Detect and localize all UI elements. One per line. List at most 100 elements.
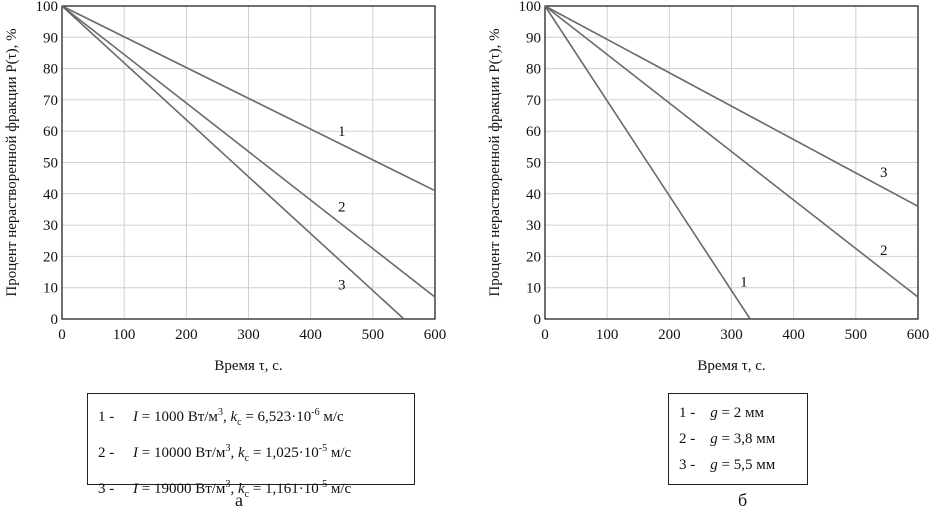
x-tick-label: 0: [58, 327, 66, 343]
y-axis-label: Процент нерастворенной фракции P(τ), %: [487, 28, 503, 296]
series-line-2: [544, 5, 919, 298]
series-line-3: [544, 5, 919, 208]
legend-intensity: = 19000 Вт/м: [138, 481, 226, 497]
y-tick-label: 40: [526, 187, 541, 203]
legend-symbol-i: I: [133, 409, 138, 425]
legend-exp: -6: [311, 407, 320, 418]
legend-symbol-k: , k: [222, 409, 238, 425]
y-tick-label: 10: [526, 281, 541, 297]
legend-sup: 3: [225, 443, 231, 454]
x-tick-label: 200: [175, 327, 198, 343]
legend-symbol-g: g: [710, 457, 718, 473]
legend-row: 2 - I = 10000 Вт/м3, kc = 1,025·10-5 м/с: [98, 436, 404, 472]
legend-row: 1 - I = 1000 Вт/м3, kc = 6,523·10-6 м/с: [98, 400, 404, 436]
legend-unit: м/с: [319, 409, 344, 425]
y-tick-label: 90: [43, 30, 58, 46]
x-tick-label: 500: [362, 327, 385, 343]
legend-row: 2 - g = 3,8 мм: [679, 426, 797, 452]
legend-symbol-k: , k: [230, 445, 245, 461]
y-tick-label: 20: [526, 249, 541, 265]
y-tick-label: 40: [43, 187, 58, 203]
legend-panel-b: 1 - g = 2 мм 2 - g = 3,8 мм 3 - g = 5,5 …: [668, 393, 808, 485]
x-tick-label: 100: [113, 327, 136, 343]
x-axis-label: Время τ, с.: [214, 358, 282, 374]
legend-unit: м/с: [327, 445, 352, 461]
x-tick-label: 600: [424, 327, 447, 343]
legend-sub: c: [237, 417, 242, 428]
legend-symbol-k: , k: [230, 481, 245, 497]
x-tick-label: 300: [237, 327, 260, 343]
legend-row: 1 - g = 2 мм: [679, 400, 797, 426]
legend-number: 2 -: [679, 431, 696, 447]
y-tick-label: 70: [526, 93, 541, 109]
series-line-3: [61, 5, 405, 320]
y-tick-label: 80: [43, 62, 58, 78]
y-tick-label: 50: [43, 156, 58, 172]
x-axis-label: Время τ, с.: [697, 358, 765, 374]
legend-sup: 3: [225, 479, 231, 490]
y-tick-label: 30: [526, 218, 541, 234]
legend-row: 3 - I = 19000 Вт/м3, kc = 1,161·10-5 м/с: [98, 472, 404, 508]
series-line-1: [544, 5, 751, 320]
panel-label-a: а: [235, 490, 243, 510]
y-tick-label: 70: [43, 93, 58, 109]
legend-value: = 2 мм: [717, 405, 764, 421]
legend-value: = 5,5 мм: [717, 457, 776, 473]
legend-exp: -5: [318, 443, 328, 454]
legend-coef: = 6,523·10: [241, 409, 312, 425]
legend-sub: c: [244, 453, 250, 464]
legend-value: = 3,8 мм: [717, 431, 776, 447]
y-tick-label: 60: [43, 124, 58, 140]
y-axis-label: Процент нерастворенной фракции P(τ), %: [4, 28, 20, 296]
curve-label: 2: [880, 243, 888, 259]
legend-coef: = 1,025·10: [249, 445, 319, 461]
y-tick-label: 90: [526, 30, 541, 46]
y-tick-label: 100: [36, 0, 59, 15]
panel-label-b: б: [738, 490, 748, 510]
y-tick-label: 0: [534, 312, 542, 328]
legend-sup: 3: [217, 407, 223, 418]
legend-intensity: = 10000 Вт/м: [138, 445, 226, 461]
curve-label: 3: [880, 165, 888, 181]
legend-symbol-i: I: [133, 481, 138, 497]
legend-unit: м/с: [327, 481, 352, 497]
legend-intensity: = 1000 Вт/м: [138, 409, 218, 425]
x-tick-label: 500: [845, 327, 868, 343]
legend-number: 3 -: [98, 481, 115, 497]
legend-symbol-g: g: [710, 431, 718, 447]
legend-coef: = 1,161·10: [249, 481, 319, 497]
y-tick-label: 20: [43, 249, 58, 265]
legend-symbol-g: g: [710, 405, 718, 421]
legend-number: 3 -: [679, 457, 696, 473]
plot-frame: [61, 5, 436, 320]
series-line-2: [61, 5, 436, 298]
x-tick-label: 300: [720, 327, 743, 343]
y-tick-label: 100: [519, 0, 542, 15]
y-tick-label: 80: [526, 62, 541, 78]
y-tick-label: 60: [526, 124, 541, 140]
legend-number: 2 -: [98, 445, 115, 461]
y-tick-label: 10: [43, 281, 58, 297]
x-tick-label: 100: [596, 327, 619, 343]
x-tick-label: 400: [782, 327, 805, 343]
x-tick-label: 0: [541, 327, 549, 343]
legend-number: 1 -: [679, 405, 696, 421]
legend-panel-a: 1 - I = 1000 Вт/м3, kc = 6,523·10-6 м/с …: [87, 393, 415, 500]
legend-sub: c: [244, 489, 250, 500]
legend-number: 1 -: [98, 409, 115, 425]
y-tick-label: 30: [43, 218, 58, 234]
x-tick-label: 200: [658, 327, 681, 343]
series-line-1: [61, 5, 436, 192]
plot-frame: [544, 5, 919, 320]
y-tick-label: 0: [51, 312, 59, 328]
curve-label: 2: [338, 199, 346, 215]
x-tick-label: 600: [907, 327, 930, 343]
curve-label: 1: [338, 124, 346, 140]
figure-canvas: 0 100 200 300 400 500 600010203040506070809010…: [4, 0, 930, 374]
curve-label: 3: [338, 278, 346, 294]
legend-row: 3 - g = 5,5 мм: [679, 452, 797, 478]
curve-label: 1: [740, 274, 748, 290]
legend-exp: -5: [318, 479, 328, 490]
y-tick-label: 50: [526, 156, 541, 172]
legend-symbol-i: I: [133, 445, 138, 461]
